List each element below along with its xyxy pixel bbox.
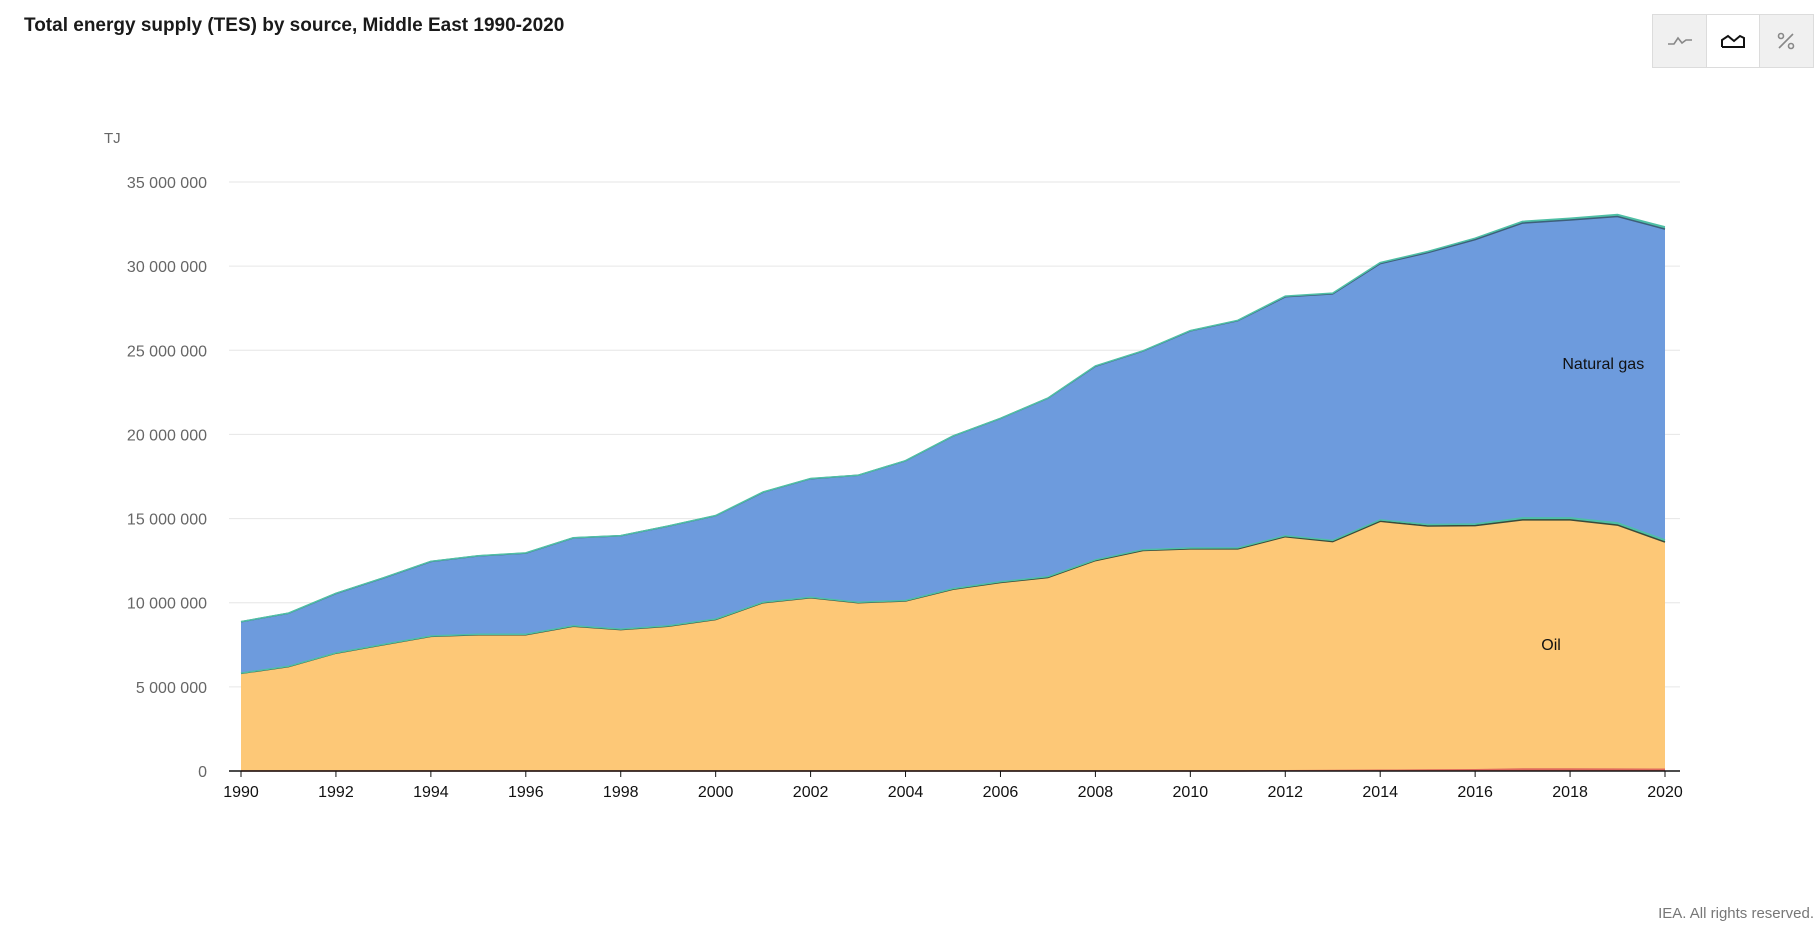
x-tick-label: 2010	[1173, 784, 1209, 801]
x-tick-label: 2014	[1362, 784, 1398, 801]
edge-renewables	[240, 517, 1666, 674]
x-tick-label: 2020	[1647, 784, 1683, 801]
line-view-button[interactable]	[1653, 15, 1706, 67]
y-tick-label: 25 000 000	[127, 343, 207, 360]
axes: 0 5 000 000 10 000 000 15 000 000 20 000 000…	[127, 175, 1683, 801]
x-tick-label: 1998	[603, 784, 639, 801]
y-tick-label: 35 000 000	[127, 175, 207, 192]
y-axis-unit: TJ	[104, 130, 121, 147]
series-edges	[240, 213, 1666, 772]
x-tick-label: 1996	[508, 784, 544, 801]
x-tick-label: 2002	[793, 784, 829, 801]
y-tick-label: 30 000 000	[127, 259, 207, 276]
edge-other-renewables	[240, 213, 1666, 623]
x-tick-label: 2012	[1267, 784, 1303, 801]
x-tick-label: 2018	[1552, 784, 1588, 801]
y-tick-label: 20 000 000	[127, 427, 207, 444]
y-tick-label: 10 000 000	[127, 596, 207, 613]
copyright-footer: IEA. All rights reserved.	[1658, 905, 1814, 922]
series-label-oil: Oil	[1541, 637, 1561, 654]
area-oil	[241, 519, 1665, 771]
percent-icon	[1778, 32, 1795, 50]
line-chart-icon	[1667, 36, 1692, 45]
x-tick-label: 1994	[413, 784, 449, 801]
x-tick-label: 2000	[698, 784, 734, 801]
x-tick-label: 2016	[1457, 784, 1493, 801]
percent-view-button[interactable]	[1760, 15, 1813, 67]
area-view-button[interactable]	[1706, 15, 1760, 67]
x-tick-label: 2008	[1078, 784, 1114, 801]
x-tick-label: 1992	[318, 784, 354, 801]
x-tick-label: 1990	[223, 784, 259, 801]
area-natural-gas	[241, 216, 1665, 674]
y-tick-label: 15 000 000	[127, 512, 207, 529]
y-tick-label: 5 000 000	[136, 680, 207, 697]
x-tick-label: 2004	[888, 784, 924, 801]
y-tick-label: 0	[198, 764, 207, 781]
area-chart-icon	[1721, 34, 1745, 48]
stacked-areas	[241, 214, 1665, 771]
x-tick-label: 2006	[983, 784, 1019, 801]
series-label-natural-gas: Natural gas	[1562, 356, 1644, 373]
chart-title: Total energy supply (TES) by source, Mid…	[24, 15, 565, 36]
series-labels: Natural gas Oil	[1541, 356, 1644, 654]
